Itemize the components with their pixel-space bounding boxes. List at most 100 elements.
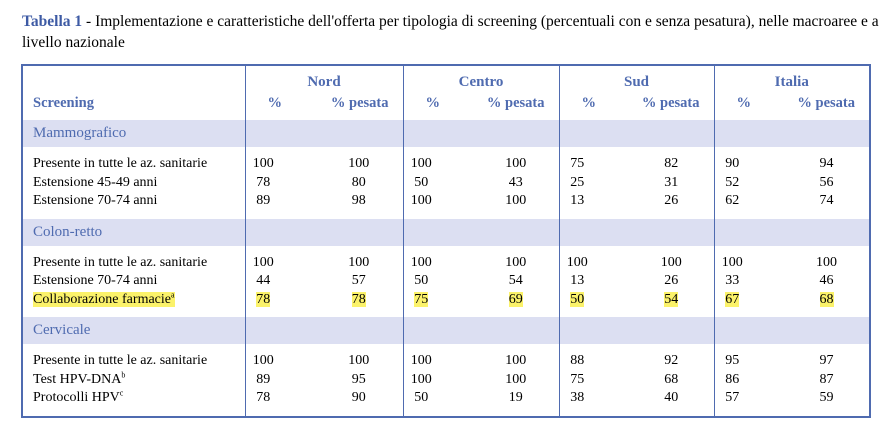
spacer-cell bbox=[402, 245, 463, 254]
spacer-cell bbox=[774, 309, 870, 317]
value-cell: 100 bbox=[463, 192, 559, 211]
region-header: Sud bbox=[558, 65, 714, 92]
section-cell bbox=[244, 120, 305, 147]
value-cell: 13 bbox=[558, 272, 619, 291]
section-cell bbox=[244, 317, 305, 344]
value-cell: 90 bbox=[713, 155, 774, 174]
value-cell: 43 bbox=[463, 174, 559, 193]
row-label-text: Presente in tutte le az. sanitarie bbox=[33, 156, 208, 172]
cell-value: 13 bbox=[570, 273, 585, 289]
row-label: Test HPV-DNAb bbox=[33, 370, 126, 387]
cell-value: 46 bbox=[819, 273, 834, 289]
row-label: Presente in tutte le az. sanitarie bbox=[33, 255, 207, 270]
row-label-cell: Protocolli HPVc bbox=[22, 389, 246, 408]
cell-value: 90 bbox=[725, 156, 740, 172]
section-cell bbox=[619, 218, 714, 246]
row-label-text: Estensione 70-74 anni bbox=[33, 273, 158, 289]
cell-value: 100 bbox=[505, 156, 527, 172]
cell-value: 92 bbox=[664, 353, 679, 369]
value-cell: 78 bbox=[244, 389, 305, 408]
value-cell: 100 bbox=[713, 253, 774, 272]
value-cell: 100 bbox=[305, 352, 403, 371]
row-label: Presente in tutte le az. sanitarie bbox=[33, 156, 207, 171]
spacer-row bbox=[22, 407, 870, 417]
section-cell bbox=[774, 317, 871, 344]
table-row: Estensione 45-49 anni 78 80 50 43 25 31 52 56 bbox=[22, 173, 870, 193]
spacer-cell bbox=[619, 211, 714, 219]
footnote-marker: b bbox=[121, 370, 126, 380]
section-row: Mammografico bbox=[22, 120, 871, 147]
row-label-text: Test HPV-DNA bbox=[33, 371, 122, 387]
spacer-cell bbox=[402, 407, 463, 417]
value-cell: 19 bbox=[463, 389, 559, 408]
value-cell: 75 bbox=[558, 370, 619, 389]
row-label-cell: Presente in tutte le az. sanitarie bbox=[22, 352, 246, 371]
subheader-weighted: % pesata bbox=[641, 94, 700, 111]
spacer-cell bbox=[463, 147, 559, 155]
cell-value: 100 bbox=[410, 371, 432, 387]
table-row: Presente in tutte le az. sanitarie 100 100… bbox=[22, 155, 870, 174]
value-cell: 78 bbox=[244, 290, 305, 309]
row-label-text: Presente in tutte le az. sanitarie bbox=[33, 254, 208, 270]
row-label-cell: Estensione 70-74 anni bbox=[22, 272, 246, 291]
row-label: Protocolli HPVc bbox=[33, 389, 123, 406]
value-cell: 50 bbox=[402, 272, 463, 291]
value-cell: 31 bbox=[619, 174, 714, 193]
section-cell bbox=[558, 317, 619, 344]
cell-value: 50 bbox=[414, 390, 429, 406]
value-cell: 90 bbox=[305, 389, 403, 408]
cell-value: 31 bbox=[664, 174, 679, 190]
table-row: Presente in tutte le az. sanitarie 100 100… bbox=[22, 253, 870, 272]
spacer-cell bbox=[402, 309, 463, 317]
subheader-pct: % bbox=[713, 92, 774, 120]
cell-value: 100 bbox=[721, 254, 743, 270]
value-cell: 50 bbox=[558, 290, 619, 309]
spacer-cell bbox=[305, 246, 403, 254]
value-cell: 89 bbox=[244, 192, 305, 211]
value-cell: 100 bbox=[244, 155, 305, 174]
section-cell bbox=[463, 120, 559, 147]
cell-value: 78 bbox=[256, 174, 271, 190]
cell-value: 50 bbox=[414, 174, 429, 190]
row-label: Collaborazione farmaciea bbox=[33, 290, 175, 307]
row-label-text: Protocolli HPV bbox=[33, 390, 120, 406]
row-label-cell: Presente in tutte le az. sanitarie bbox=[22, 155, 246, 174]
value-cell: 100 bbox=[463, 352, 559, 371]
row-label-text: Collaborazione farmacie bbox=[33, 291, 171, 307]
spacer-cell bbox=[713, 147, 774, 155]
subheader-weighted: % pesata bbox=[330, 94, 389, 111]
cell-value: 44 bbox=[256, 273, 271, 289]
cell-value: 68 bbox=[664, 371, 679, 387]
spacer-cell bbox=[305, 309, 403, 317]
region-header: Centro bbox=[402, 65, 559, 92]
spacer-cell bbox=[713, 344, 774, 352]
spacer-cell bbox=[558, 309, 619, 317]
value-cell: 100 bbox=[558, 253, 619, 272]
value-cell: 50 bbox=[402, 389, 463, 408]
cell-value: 50 bbox=[570, 291, 585, 307]
spacer-cell bbox=[22, 407, 246, 417]
value-cell: 59 bbox=[774, 389, 870, 408]
table-row: Presente in tutte le az. sanitarie 100 100… bbox=[22, 352, 870, 371]
spacer-cell bbox=[713, 210, 774, 219]
cell-value: 97 bbox=[819, 353, 834, 369]
value-cell: 62 bbox=[713, 192, 774, 211]
spacer-cell bbox=[558, 245, 619, 254]
cell-value: 88 bbox=[570, 353, 585, 369]
spacer-cell bbox=[463, 309, 559, 317]
cell-value: 13 bbox=[570, 193, 585, 209]
cell-value: 50 bbox=[414, 273, 429, 289]
spacer-cell bbox=[244, 245, 305, 254]
section-cell bbox=[244, 218, 305, 246]
cell-value: 100 bbox=[252, 353, 274, 369]
value-cell: 100 bbox=[402, 253, 463, 272]
cell-value: 80 bbox=[351, 174, 366, 190]
cell-value: 100 bbox=[410, 353, 432, 369]
footnote-marker: a bbox=[170, 290, 175, 300]
section-cell bbox=[774, 120, 871, 147]
cell-value: 100 bbox=[348, 353, 370, 369]
caption-label: Tabella 1 bbox=[22, 13, 83, 30]
row-label-cell: Collaborazione farmaciea bbox=[22, 290, 246, 309]
cell-value: 69 bbox=[508, 291, 523, 307]
row-label: Estensione 70-74 anni bbox=[33, 273, 157, 288]
